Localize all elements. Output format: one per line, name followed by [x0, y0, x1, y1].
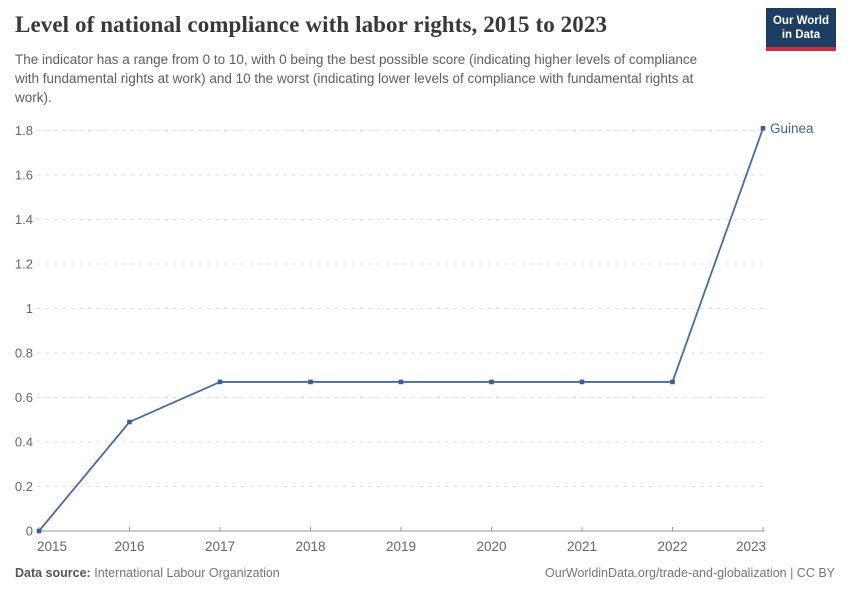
y-axis-label: 0.4: [15, 435, 33, 450]
data-point[interactable]: [127, 419, 132, 425]
y-axis-label: 0.8: [15, 346, 33, 361]
x-axis-label: 2019: [386, 539, 416, 554]
owid-logo[interactable]: Our World in Data: [765, 8, 836, 51]
entity-label-guinea[interactable]: Guinea: [770, 121, 814, 136]
x-axis-label: 2017: [205, 539, 235, 554]
y-axis-label: 0.2: [15, 479, 33, 494]
series-line-guinea[interactable]: [38, 127, 764, 532]
x-axis-label: 2020: [476, 539, 506, 554]
owid-url-link[interactable]: OurWorldinData.org/trade-and-globalizati…: [545, 566, 835, 580]
y-axis-label: 1.8: [15, 123, 33, 138]
data-point[interactable]: [579, 379, 585, 385]
data-source-value: International Labour Organization: [94, 566, 280, 580]
y-axis-label: 0.6: [15, 390, 33, 405]
owid-logo-line2: in Data: [781, 29, 821, 42]
chart-title: Level of national compliance with labor …: [15, 12, 608, 37]
y-axis-label: 1.4: [15, 212, 33, 227]
x-axis-label: 2022: [657, 539, 687, 554]
chart-subtitle: The indicator has a range from 0 to 10, …: [15, 52, 698, 106]
y-axis-label: 1.6: [15, 168, 33, 183]
chart-footer: Data source: International Labour Organi…: [15, 566, 835, 580]
data-source-label: Data source:: [15, 566, 91, 580]
data-point[interactable]: [489, 379, 494, 385]
line-chart-svg[interactable]: 0 0.2 0.4 0.6 0.8 1 1.2 1.4 1.6 1.8 2015 2016 2017 20…: [0, 105, 850, 565]
line-chart-plot-area[interactable]: 0 0.2 0.4 0.6 0.8 1 1.2 1.4 1.6 1.8 2015 2016 2017 20…: [0, 105, 850, 565]
x-axis-label: 2018: [295, 539, 325, 554]
data-point[interactable]: [217, 379, 223, 385]
data-source: Data source: International Labour Organi…: [15, 566, 280, 580]
y-axis-label: 0: [26, 524, 33, 539]
y-axis-label: 1.2: [15, 257, 33, 272]
data-point[interactable]: [670, 379, 675, 385]
data-point[interactable]: [308, 379, 313, 385]
x-axis-label: 2015: [37, 539, 67, 554]
y-axis-label: 1: [26, 301, 33, 316]
x-axis-label: 2021: [567, 539, 597, 554]
data-point[interactable]: [760, 125, 766, 131]
data-point[interactable]: [36, 528, 42, 534]
x-axis-label: 2016: [114, 539, 144, 554]
data-point[interactable]: [398, 379, 404, 385]
owid-logo-line1: Our World: [772, 15, 829, 27]
x-axis-label: 2023: [736, 539, 766, 554]
